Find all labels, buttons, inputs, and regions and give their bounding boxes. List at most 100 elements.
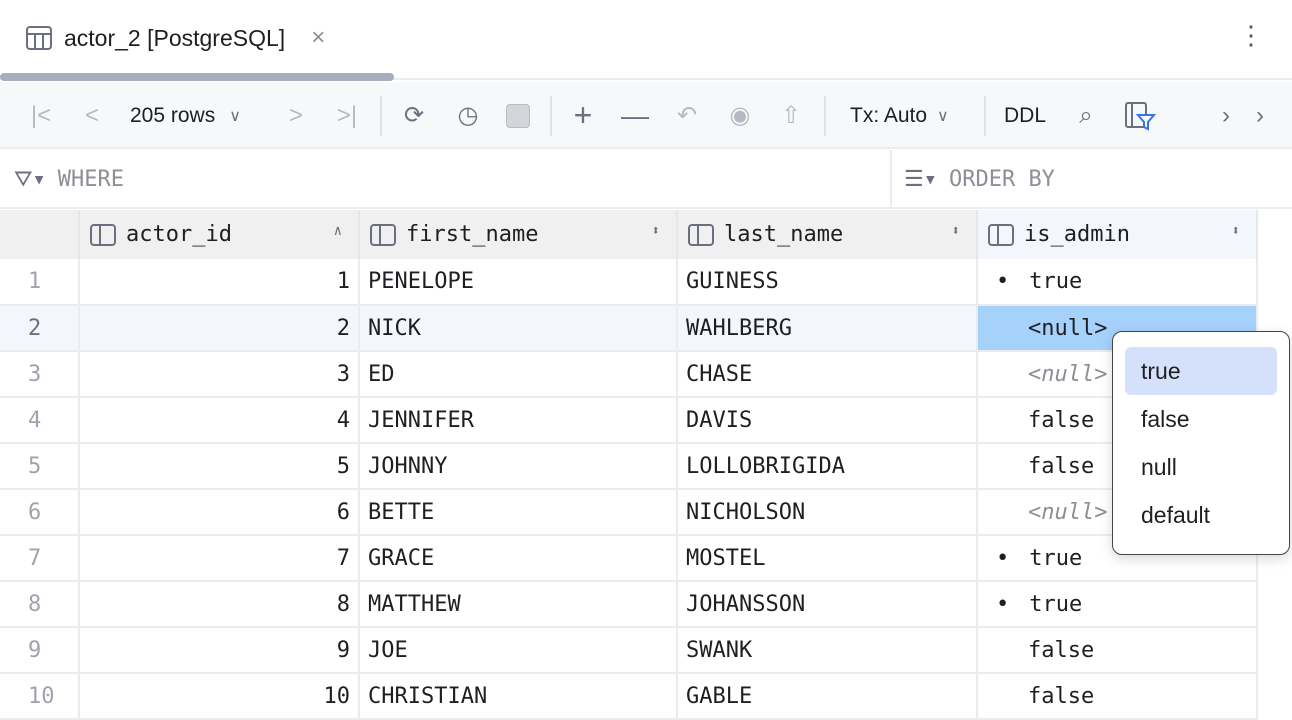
sort-icon[interactable]: ⬍	[1231, 223, 1240, 239]
value-dropdown-popup: true false null default	[1112, 331, 1290, 555]
delete-row-icon[interactable]: —	[621, 99, 649, 131]
order-by-label: ORDER BY	[948, 166, 1055, 192]
add-row-icon[interactable]: +	[573, 97, 593, 133]
row-number[interactable]: 3	[0, 351, 80, 398]
chevron-right-icon[interactable]: ›	[1222, 101, 1230, 129]
table-row[interactable]: 3 3 ED CHASE <null>	[0, 351, 1258, 398]
cell-first-name[interactable]: NICK	[359, 305, 678, 352]
close-tab-icon[interactable]: ×	[311, 24, 326, 51]
column-header-last-name[interactable]: last_name ⬍	[677, 210, 978, 259]
revert-icon[interactable]: ↶	[676, 102, 698, 129]
sort-icon: ☰▾	[904, 166, 937, 192]
cell-last-name[interactable]: GUINESS	[677, 259, 978, 306]
row-number[interactable]: 7	[0, 535, 80, 582]
cell-is-admin[interactable]: false	[977, 673, 1258, 720]
column-filter-icon[interactable]	[1122, 82, 1158, 149]
table-row[interactable]: 10 10 CHRISTIAN GABLE false	[0, 673, 1258, 720]
row-number[interactable]: 9	[0, 627, 80, 674]
cell-actor-id[interactable]: 6	[79, 489, 360, 536]
row-number[interactable]: 10	[0, 673, 80, 720]
table-row[interactable]: 5 5 JOHNNY LOLLOBRIGIDA false	[0, 443, 1258, 490]
previous-page-icon[interactable]: <	[84, 101, 99, 129]
row-number[interactable]: 2	[0, 305, 80, 352]
table-row[interactable]: 2 2 NICK WAHLBERG <null>	[0, 305, 1258, 352]
cell-first-name[interactable]: JOE	[359, 627, 678, 674]
tab-actor-2[interactable]: actor_2 [PostgreSQL] ×	[26, 24, 325, 52]
filter-icon: ⛛▾	[14, 166, 46, 192]
cell-actor-id[interactable]: 9	[79, 627, 360, 674]
column-label: actor_id	[126, 222, 232, 247]
table-row[interactable]: 6 6 BETTE NICHOLSON <null>	[0, 489, 1258, 536]
clock-icon[interactable]: ◷	[457, 102, 479, 129]
column-header-actor-id[interactable]: actor_id ∧	[79, 210, 360, 259]
rows-count: 205 rows	[130, 103, 216, 127]
preview-changes-icon[interactable]: ◉	[729, 102, 751, 129]
refresh-icon[interactable]: ⟳	[403, 102, 425, 129]
cell-last-name[interactable]: MOSTEL	[677, 535, 978, 582]
table-row[interactable]: 1 1 PENELOPE GUINESS • true	[0, 259, 1258, 306]
first-page-icon[interactable]: |<	[30, 101, 52, 129]
cell-last-name[interactable]: DAVIS	[677, 397, 978, 444]
stop-icon[interactable]	[504, 82, 532, 149]
transaction-mode-dropdown[interactable]: Tx: Auto ∨	[850, 82, 949, 149]
cell-is-admin[interactable]: false	[977, 627, 1258, 674]
cell-is-admin[interactable]: • true	[977, 581, 1258, 628]
table-row[interactable]: 7 7 GRACE MOSTEL • true	[0, 535, 1258, 582]
option-default[interactable]: default	[1141, 501, 1211, 528]
order-by-filter[interactable]: ☰▾ ORDER BY	[904, 150, 1055, 208]
cell-actor-id[interactable]: 8	[79, 581, 360, 628]
column-label: is_admin	[1024, 222, 1130, 247]
where-filter[interactable]: ⛛▾ WHERE	[14, 150, 124, 208]
search-icon[interactable]: ⌕	[1079, 101, 1093, 129]
cell-first-name[interactable]: ED	[359, 351, 678, 398]
table-row[interactable]: 4 4 JENNIFER DAVIS false	[0, 397, 1258, 444]
cell-first-name[interactable]: JOHNNY	[359, 443, 678, 490]
cell-last-name[interactable]: CHASE	[677, 351, 978, 398]
option-null[interactable]: null	[1141, 453, 1177, 480]
row-number[interactable]: 4	[0, 397, 80, 444]
ddl-button[interactable]: DDL	[1004, 103, 1047, 127]
row-number[interactable]: 8	[0, 581, 80, 628]
option-true[interactable]: true	[1125, 347, 1277, 395]
column-header-is-admin[interactable]: is_admin ⬍	[977, 210, 1258, 259]
cell-last-name[interactable]: LOLLOBRIGIDA	[677, 443, 978, 490]
submit-icon[interactable]: ⇧	[780, 102, 802, 129]
row-number[interactable]: 1	[0, 259, 80, 306]
rows-dropdown[interactable]: 205 rows ∨	[130, 82, 241, 149]
cell-actor-id[interactable]: 7	[79, 535, 360, 582]
cell-actor-id[interactable]: 4	[79, 397, 360, 444]
cell-is-admin[interactable]: • true	[977, 259, 1258, 306]
row-number[interactable]: 6	[0, 489, 80, 536]
row-number[interactable]: 5	[0, 443, 80, 490]
cell-first-name[interactable]: BETTE	[359, 489, 678, 536]
cell-first-name[interactable]: CHRISTIAN	[359, 673, 678, 720]
tab-title: actor_2 [PostgreSQL]	[64, 24, 286, 51]
chevron-right-icon[interactable]: ›	[1256, 101, 1264, 129]
cell-last-name[interactable]: JOHANSSON	[677, 581, 978, 628]
cell-last-name[interactable]: GABLE	[677, 673, 978, 720]
next-page-icon[interactable]: >	[288, 101, 303, 129]
cell-actor-id[interactable]: 5	[79, 443, 360, 490]
last-page-icon[interactable]: >|	[336, 101, 358, 129]
cell-actor-id[interactable]: 3	[79, 351, 360, 398]
table-row[interactable]: 8 8 MATTHEW JOHANSSON • true	[0, 581, 1258, 628]
cell-last-name[interactable]: SWANK	[677, 627, 978, 674]
cell-first-name[interactable]: MATTHEW	[359, 581, 678, 628]
active-tab-indicator	[0, 73, 394, 81]
cell-last-name[interactable]: WAHLBERG	[677, 305, 978, 352]
sort-icon[interactable]: ⬍	[951, 223, 960, 239]
more-options-icon[interactable]: ⋮	[1238, 20, 1264, 50]
cell-last-name[interactable]: NICHOLSON	[677, 489, 978, 536]
column-header-first-name[interactable]: first_name ⬍	[359, 210, 678, 259]
table-icon	[26, 26, 52, 50]
cell-actor-id[interactable]: 2	[79, 305, 360, 352]
table-row[interactable]: 9 9 JOE SWANK false	[0, 627, 1258, 674]
cell-first-name[interactable]: GRACE	[359, 535, 678, 582]
cell-first-name[interactable]: PENELOPE	[359, 259, 678, 306]
cell-actor-id[interactable]: 1	[79, 259, 360, 306]
cell-actor-id[interactable]: 10	[79, 673, 360, 720]
cell-first-name[interactable]: JENNIFER	[359, 397, 678, 444]
sort-ascending-icon[interactable]: ∧	[333, 223, 342, 239]
sort-icon[interactable]: ⬍	[651, 223, 660, 239]
option-false[interactable]: false	[1141, 405, 1190, 432]
